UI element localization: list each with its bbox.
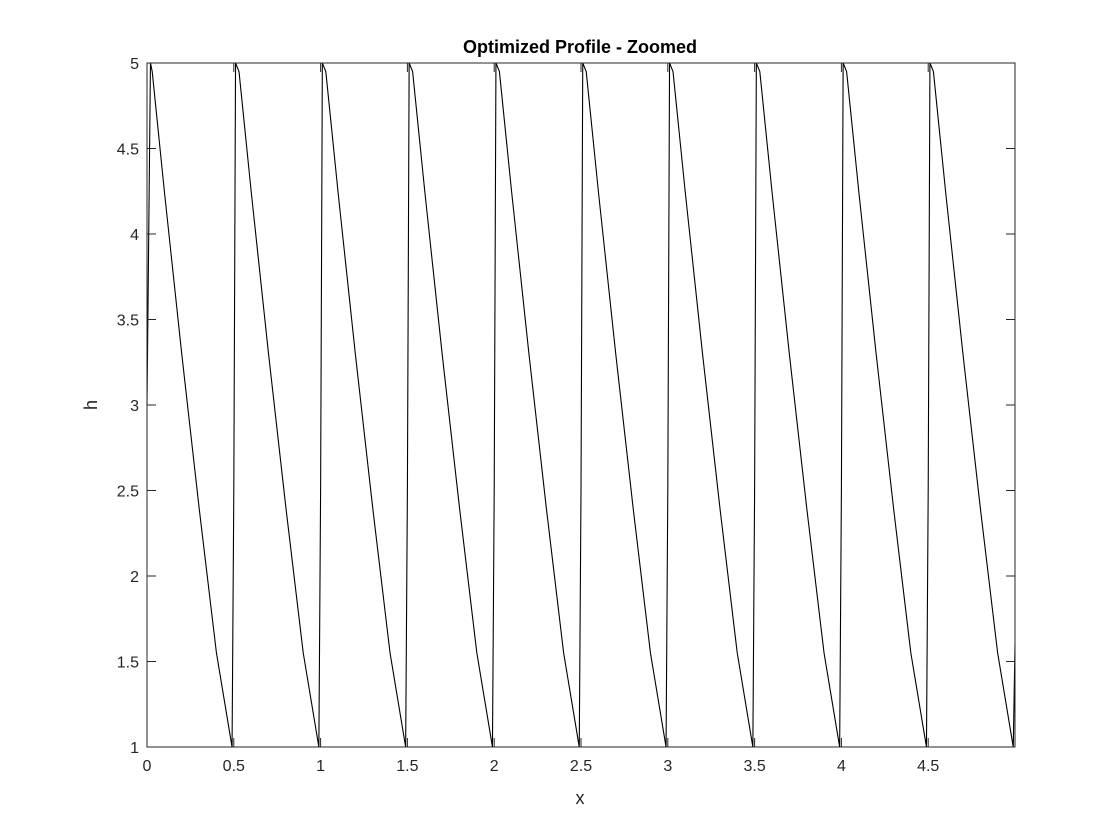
y-tick-label: 4.5 (117, 142, 139, 159)
y-tick-label: 5 (130, 56, 139, 73)
y-tick-label: 1 (130, 740, 139, 757)
series-layer (146, 62, 1016, 748)
x-tick-label: 1.5 (396, 758, 418, 775)
y-tick-label: 3.5 (117, 313, 139, 330)
x-tick-label: 4.5 (917, 758, 939, 775)
x-tick-label: 3.5 (743, 758, 765, 775)
x-tick-label: 0.5 (223, 758, 245, 775)
x-tick-label: 0 (143, 758, 152, 775)
y-tick-label: 4 (130, 227, 139, 244)
x-tick-label: 2.5 (570, 758, 592, 775)
y-tick-label: 2 (130, 569, 139, 586)
y-axis-label: h (81, 400, 101, 410)
x-tick-label: 4 (837, 758, 846, 775)
x-tick-label: 3 (663, 758, 672, 775)
ticks-layer: 0 0.5 1 1.5 2 2.5 3 3.5 4 4.5 1 1.5 2 2.5 3 3.5 4 4.5 5 (117, 56, 1015, 775)
x-tick-label: 2 (490, 758, 499, 775)
plot-box (146, 62, 1016, 748)
x-axis-label: x (576, 788, 585, 808)
y-tick-label: 3 (130, 398, 139, 415)
chart-title: Optimized Profile - Zoomed (463, 37, 697, 57)
x-tick-label: 1 (316, 758, 325, 775)
y-tick-label: 2.5 (117, 484, 139, 501)
series-line-0 (146, 62, 1016, 748)
y-tick-label: 1.5 (117, 655, 139, 672)
